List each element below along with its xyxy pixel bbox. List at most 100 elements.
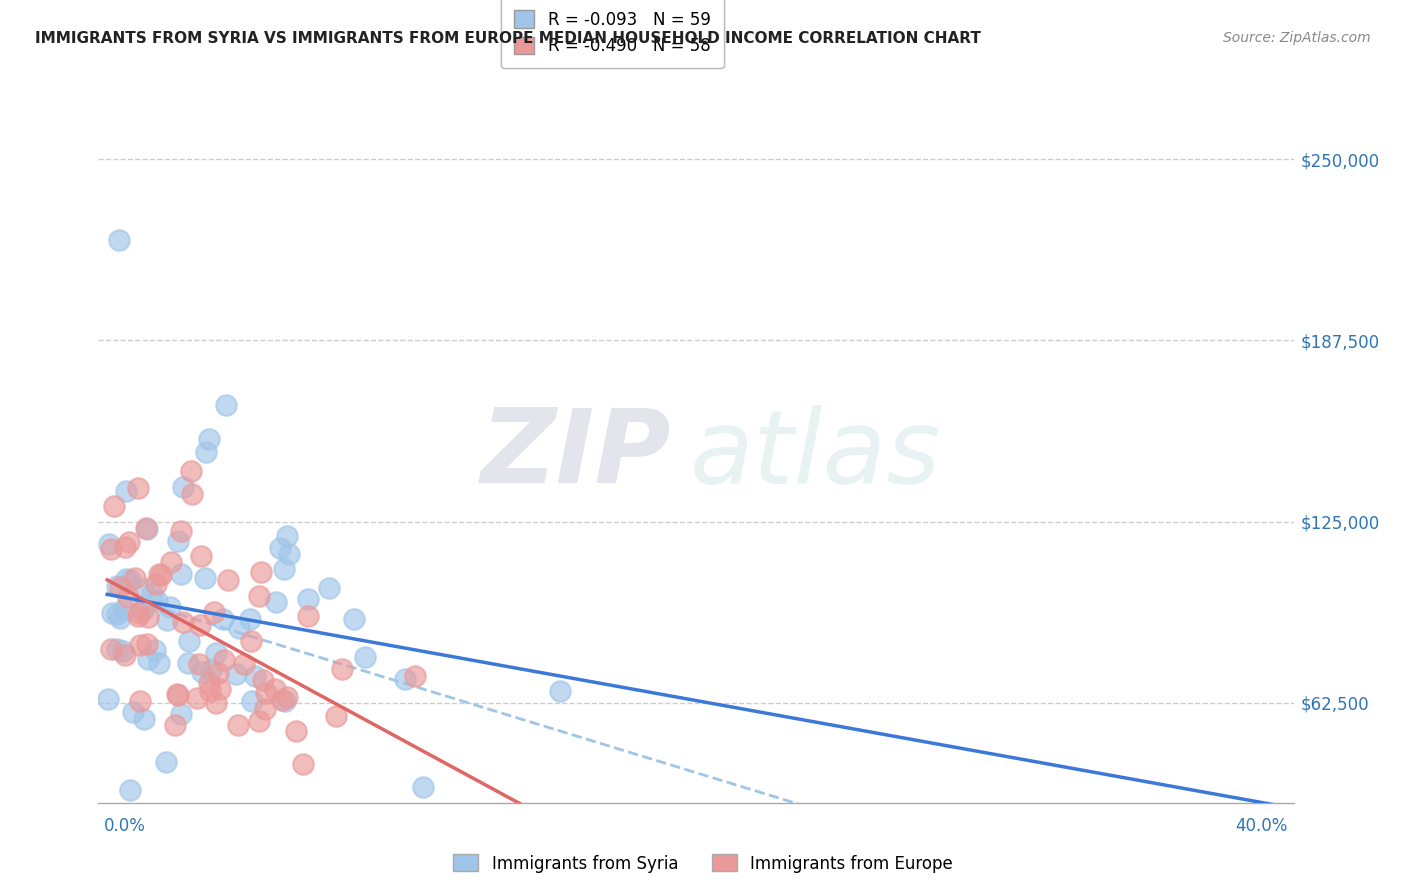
- Point: [127, 608, 149, 623]
- Point: [148, 566, 170, 581]
- Point: [170, 707, 193, 722]
- Point: [187, 657, 209, 671]
- Point: [194, 571, 217, 585]
- Point: [138, 609, 160, 624]
- Point: [101, 606, 124, 620]
- Point: [264, 595, 287, 609]
- Point: [284, 724, 307, 739]
- Point: [114, 540, 136, 554]
- Point: [159, 600, 181, 615]
- Point: [100, 541, 122, 556]
- Point: [145, 643, 167, 657]
- Point: [103, 499, 125, 513]
- Point: [330, 662, 353, 676]
- Point: [276, 529, 298, 543]
- Point: [273, 561, 295, 575]
- Point: [548, 684, 571, 698]
- Point: [167, 534, 190, 549]
- Point: [239, 612, 262, 626]
- Point: [98, 537, 121, 551]
- Point: [186, 691, 208, 706]
- Point: [160, 555, 183, 569]
- Point: [247, 714, 270, 728]
- Point: [114, 648, 136, 662]
- Point: [278, 547, 301, 561]
- Point: [118, 573, 141, 587]
- Point: [108, 233, 131, 247]
- Point: [177, 634, 200, 648]
- Point: [247, 590, 270, 604]
- Point: [273, 694, 295, 708]
- Point: [114, 572, 136, 586]
- Point: [343, 612, 366, 626]
- Point: [105, 579, 128, 593]
- Point: [252, 673, 274, 687]
- Point: [250, 566, 273, 580]
- Point: [318, 582, 340, 596]
- Point: [215, 398, 238, 412]
- Point: [172, 615, 194, 630]
- Point: [135, 636, 157, 650]
- Point: [218, 574, 240, 588]
- Point: [198, 684, 221, 698]
- Point: [135, 522, 157, 536]
- Point: [243, 669, 266, 683]
- Point: [124, 571, 146, 585]
- Point: [226, 717, 249, 731]
- Point: [228, 621, 250, 635]
- Text: 40.0%: 40.0%: [1236, 817, 1288, 835]
- Legend: R = -0.093   N = 59, R = -0.490   N = 58: R = -0.093 N = 59, R = -0.490 N = 58: [501, 0, 724, 69]
- Point: [155, 756, 177, 770]
- Point: [163, 717, 186, 731]
- Point: [115, 483, 138, 498]
- Point: [195, 445, 218, 459]
- Point: [108, 611, 131, 625]
- Point: [100, 641, 122, 656]
- Point: [412, 780, 434, 794]
- Point: [232, 657, 254, 672]
- Point: [353, 650, 375, 665]
- Legend: Immigrants from Syria, Immigrants from Europe: Immigrants from Syria, Immigrants from E…: [447, 847, 959, 880]
- Point: [297, 592, 319, 607]
- Point: [177, 656, 200, 670]
- Point: [404, 669, 426, 683]
- Point: [297, 609, 319, 624]
- Point: [128, 694, 150, 708]
- Point: [190, 549, 212, 563]
- Point: [141, 587, 163, 601]
- Point: [270, 693, 292, 707]
- Point: [188, 617, 211, 632]
- Point: [264, 681, 287, 696]
- Point: [117, 590, 139, 604]
- Point: [394, 672, 416, 686]
- Point: [118, 535, 141, 549]
- Point: [167, 688, 190, 702]
- Point: [200, 663, 222, 677]
- Point: [240, 693, 263, 707]
- Point: [132, 582, 155, 597]
- Point: [225, 667, 247, 681]
- Point: [254, 686, 277, 700]
- Point: [146, 594, 169, 608]
- Point: [127, 481, 149, 495]
- Point: [291, 756, 314, 771]
- Point: [112, 601, 135, 615]
- Point: [180, 464, 202, 478]
- Point: [202, 605, 225, 619]
- Point: [170, 524, 193, 538]
- Point: [156, 613, 179, 627]
- Text: ZIP: ZIP: [481, 404, 672, 506]
- Point: [204, 646, 226, 660]
- Point: [105, 607, 128, 621]
- Point: [211, 611, 233, 625]
- Point: [253, 702, 276, 716]
- Point: [122, 705, 145, 719]
- Point: [135, 521, 157, 535]
- Point: [239, 634, 262, 648]
- Point: [207, 666, 229, 681]
- Text: 0.0%: 0.0%: [104, 817, 146, 835]
- Point: [150, 568, 173, 582]
- Point: [197, 433, 219, 447]
- Point: [214, 653, 236, 667]
- Point: [129, 638, 152, 652]
